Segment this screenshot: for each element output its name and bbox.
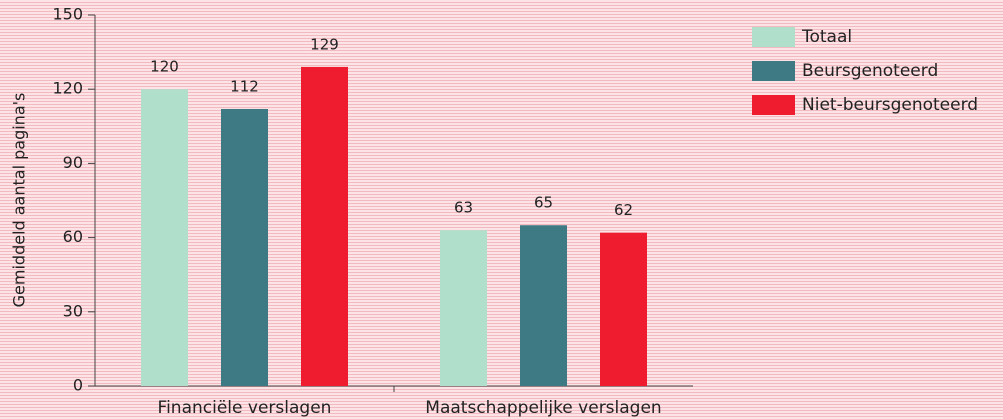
bar [221,108,268,386]
bar [440,230,487,386]
y-tick-label: 90 [63,153,83,172]
legend-label: Totaal [801,27,852,47]
bar [520,225,567,386]
bar [600,232,647,386]
bar [301,66,348,386]
legend-swatch [752,27,795,47]
y-tick-label: 30 [63,301,83,320]
data-label: 129 [310,35,339,53]
data-label: 63 [454,199,473,217]
x-tick-label: Financiële verslagen [158,398,332,418]
data-label: 62 [614,201,633,219]
y-tick-label: 150 [52,5,83,24]
legend-swatch [752,61,795,81]
y-tick-label: 120 [52,79,83,98]
legend-label: Niet-beursgenoteerd [802,95,978,115]
bar [141,89,188,386]
data-label: 112 [230,77,259,95]
y-tick-label: 0 [73,376,83,395]
legend-label: Beursgenoteerd [802,61,938,81]
data-label: 65 [534,194,553,212]
x-tick-label: Maatschappelijke verslagen [425,398,661,418]
y-tick-label: 60 [63,227,83,246]
legend-swatch [752,95,795,115]
y-axis-label: Gemiddeld aantal pagina's [10,93,29,308]
data-label: 120 [150,58,179,76]
